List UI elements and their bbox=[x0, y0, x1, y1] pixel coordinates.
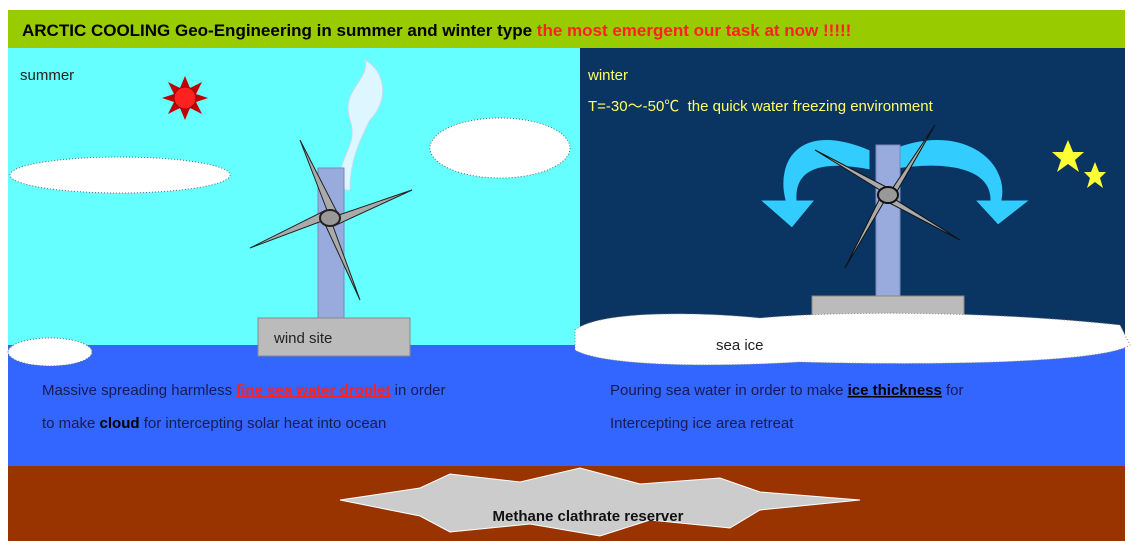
site-label: wind site bbox=[273, 330, 332, 347]
description-line: Intercepting ice area retreat bbox=[610, 415, 794, 432]
description-line: Pouring sea water in order to make ice t… bbox=[610, 382, 964, 399]
winter-condition: T=-30～-50℃ the quick water freezing envi… bbox=[588, 98, 934, 115]
text: for intercepting solar heat into ocean bbox=[140, 415, 387, 432]
description-line: to make cloud for intercepting solar hea… bbox=[42, 415, 386, 432]
title: ARCTIC COOLING Geo-Engineering in summer… bbox=[22, 21, 851, 40]
emphasis: fine sea water droplet bbox=[236, 382, 390, 399]
description-line: Massive spreading harmless fine sea wate… bbox=[42, 382, 446, 399]
text: to make bbox=[42, 415, 100, 432]
text: Massive spreading harmless bbox=[42, 382, 236, 399]
sea-ice bbox=[575, 313, 1130, 365]
diagram: ARCTIC COOLING Geo-Engineering in summer… bbox=[0, 0, 1132, 541]
summer-sky bbox=[8, 48, 580, 346]
page: ARCTIC COOLING Geo-Engineering in summer… bbox=[0, 0, 1132, 541]
ocean bbox=[8, 345, 1125, 466]
emphasis: ice thickness bbox=[848, 382, 942, 399]
emphasis: cloud bbox=[100, 415, 140, 432]
sea-ice-label: sea ice bbox=[716, 337, 764, 354]
text: Pouring sea water in order to make bbox=[610, 382, 848, 399]
summer-label: summer bbox=[20, 67, 74, 84]
text: for bbox=[942, 382, 964, 399]
winter-label: winter bbox=[587, 67, 628, 84]
title-main: ARCTIC COOLING Geo-Engineering in summer… bbox=[22, 21, 537, 40]
sun bbox=[162, 76, 208, 120]
ground-label: Methane clathrate reserver bbox=[493, 508, 684, 525]
text: in order bbox=[390, 382, 445, 399]
title-emphasis: the most emergent our task at now !!!!! bbox=[537, 21, 852, 40]
tower bbox=[876, 145, 900, 305]
